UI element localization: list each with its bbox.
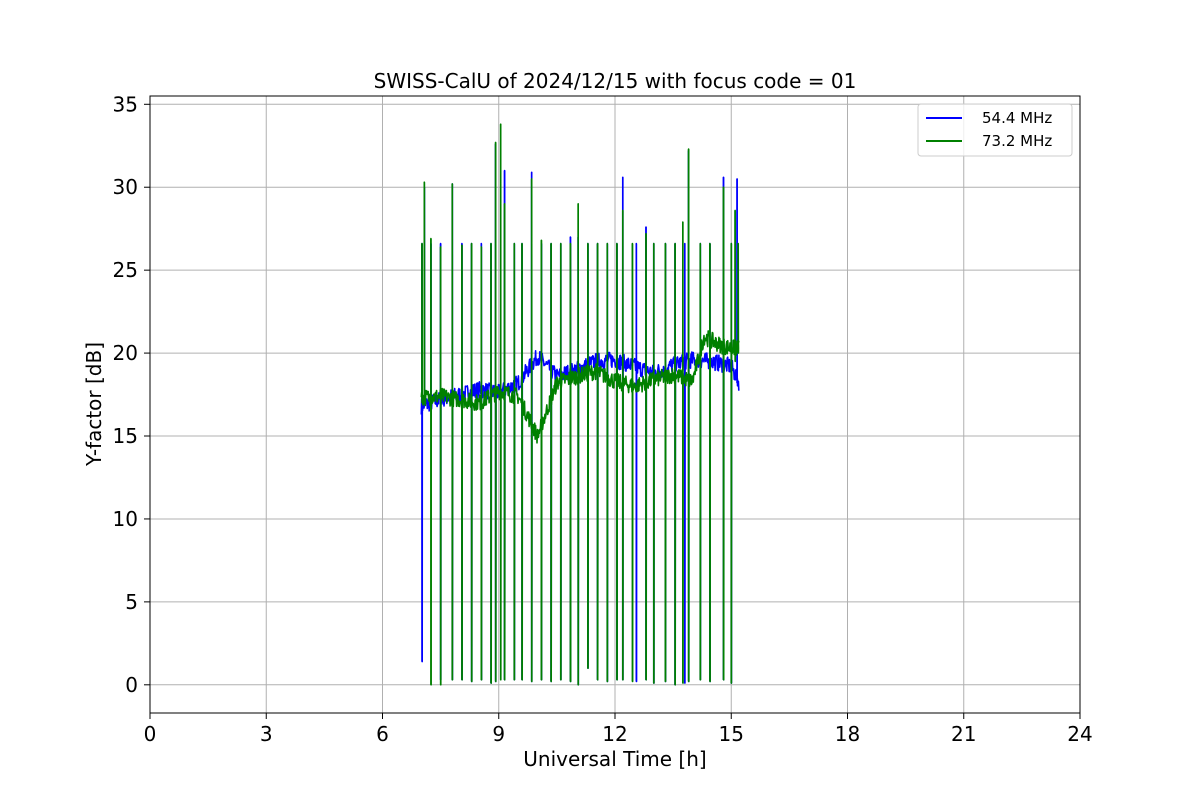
y-tick-label: 15 xyxy=(113,424,138,448)
series-line-1 xyxy=(420,123,740,686)
y-tick-label: 5 xyxy=(125,590,138,614)
y-tick-label: 10 xyxy=(113,507,138,531)
y-axis-label: Y-factor [dB] xyxy=(82,342,106,467)
x-tick-label: 6 xyxy=(376,722,389,746)
x-tick-label: 9 xyxy=(492,722,505,746)
x-tick-label: 0 xyxy=(144,722,157,746)
x-tick-label: 3 xyxy=(260,722,273,746)
gridlines xyxy=(149,96,1081,713)
series-layer xyxy=(420,123,740,686)
chart-title: SWISS-CalU of 2024/12/15 with focus code… xyxy=(374,69,857,93)
x-axis: 0 3 6 9 12 15 18 21 24 xyxy=(144,713,1093,746)
series-0 xyxy=(420,143,740,686)
x-axis-label: Universal Time [h] xyxy=(523,747,706,771)
legend: 54.4 MHz 73.2 MHz xyxy=(917,103,1073,157)
legend-label-series-0: 54.4 MHz xyxy=(982,109,1052,127)
y-tick-label: 30 xyxy=(113,175,138,199)
y-tick-label: 25 xyxy=(113,258,138,282)
y-tick-label: 35 xyxy=(113,92,138,116)
x-tick-label: 12 xyxy=(602,722,627,746)
series-1 xyxy=(420,123,740,686)
legend-label-series-1: 73.2 MHz xyxy=(982,132,1052,150)
series-line-0 xyxy=(420,143,740,686)
x-tick-label: 21 xyxy=(951,722,976,746)
y-tick-label: 20 xyxy=(113,341,138,365)
x-tick-label: 18 xyxy=(835,722,860,746)
y-axis: 0 5 10 15 20 25 30 35 xyxy=(113,92,150,697)
x-tick-label: 24 xyxy=(1067,722,1092,746)
y-tick-label: 0 xyxy=(125,673,138,697)
x-tick-label: 15 xyxy=(719,722,744,746)
